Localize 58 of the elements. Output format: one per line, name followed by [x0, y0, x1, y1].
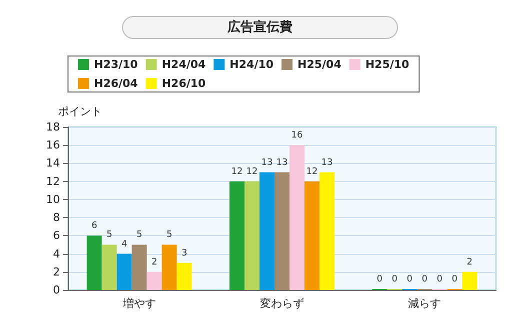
bar — [260, 172, 274, 290]
data-label: 12 — [306, 166, 318, 177]
data-label: 12 — [246, 166, 258, 177]
bar — [132, 244, 147, 290]
y-tick-label: 8 — [53, 211, 60, 224]
y-tick-label: 6 — [53, 229, 60, 242]
data-label: 12 — [231, 166, 243, 177]
y-tick-label: 16 — [46, 138, 60, 152]
legend-label: H24/10 — [230, 58, 274, 71]
bar — [290, 145, 304, 290]
data-label: 0 — [392, 274, 398, 284]
data-label: 0 — [376, 274, 383, 284]
data-label: 5 — [136, 230, 142, 240]
bar — [230, 181, 244, 290]
data-label: 0 — [406, 274, 413, 284]
y-axis-title: ポイント — [58, 105, 102, 118]
y-tick-label: 18 — [46, 120, 60, 134]
legend-label: H26/04 — [94, 77, 138, 90]
bar — [274, 172, 290, 290]
data-label: 13 — [261, 158, 273, 168]
y-tick-label: 4 — [53, 247, 60, 260]
y-tick-label: 14 — [46, 156, 60, 170]
legend-label: H25/04 — [298, 58, 342, 71]
data-label: 3 — [181, 248, 188, 258]
bar — [86, 236, 102, 290]
y-tick-label: 10 — [46, 192, 60, 206]
data-label: 2 — [151, 257, 158, 268]
data-label: 0 — [452, 274, 458, 284]
data-label: 0 — [436, 274, 443, 284]
x-tick-label: 変わらず — [260, 297, 304, 310]
bar — [462, 272, 478, 290]
x-tick-label: 増やす — [122, 297, 156, 310]
bar — [162, 244, 177, 290]
bar — [176, 262, 192, 290]
data-label: 13 — [276, 158, 288, 168]
legend-label: H25/10 — [365, 58, 410, 71]
y-tick-label: 2 — [53, 265, 60, 278]
data-label: 2 — [466, 257, 473, 268]
data-label: 0 — [422, 274, 428, 284]
y-tick-label: 12 — [46, 174, 60, 188]
bar — [320, 172, 334, 290]
legend-label: H23/10 — [94, 58, 138, 71]
x-tick-label: 減らす — [408, 297, 442, 310]
bar — [244, 181, 260, 290]
data-label: 16 — [291, 130, 303, 141]
legend-label: H24/04 — [162, 58, 206, 71]
bar — [116, 254, 132, 290]
chart-title: 広告宣伝費 — [226, 19, 292, 35]
data-label: 4 — [121, 239, 128, 250]
bar — [304, 181, 320, 290]
legend-label: H26/10 — [162, 77, 206, 90]
bar — [146, 272, 162, 290]
data-label: 5 — [166, 230, 172, 240]
data-label: 5 — [106, 230, 112, 240]
bar — [102, 244, 117, 290]
data-label: 6 — [91, 221, 98, 232]
y-tick-label: 0 — [53, 284, 60, 296]
data-label: 13 — [321, 158, 333, 168]
